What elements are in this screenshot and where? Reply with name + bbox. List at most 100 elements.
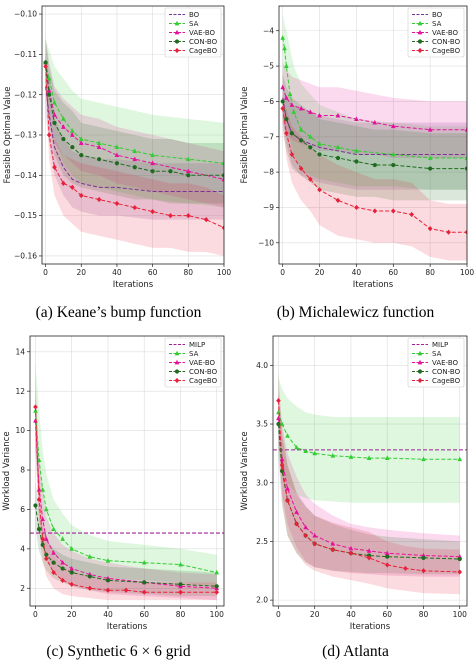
atlanta-legend-entry-milp: MILP bbox=[412, 341, 448, 349]
keane-legend-marker-cagebo bbox=[174, 47, 180, 54]
keane-point-vae-bo-2 bbox=[52, 112, 57, 117]
keane-point-vae-bo-10 bbox=[186, 168, 191, 174]
atlanta-ytick-label-2: 3.0 bbox=[256, 478, 268, 487]
keane-line-sa bbox=[45, 62, 224, 164]
synthetic-point-sa-5 bbox=[60, 536, 65, 541]
michalewicz-point-con-bo-4 bbox=[308, 145, 313, 150]
michalewicz-ytick-label-0: −4 bbox=[263, 26, 274, 35]
michalewicz-point-vae-bo-4 bbox=[308, 109, 313, 114]
keane-point-sa-1 bbox=[46, 75, 52, 81]
atlanta-point-cagebo-12 bbox=[457, 569, 463, 575]
synthetic-point-con-bo-10 bbox=[178, 582, 183, 587]
atlanta-legend-box bbox=[407, 337, 465, 388]
atlanta-series-sa bbox=[276, 409, 463, 462]
synthetic-point-con-bo-5 bbox=[60, 566, 65, 571]
michalewicz-legend-label-cagebo: CageBO bbox=[432, 47, 461, 55]
atlanta-point-con-bo-11 bbox=[457, 556, 462, 562]
michalewicz-point-sa-7 bbox=[317, 141, 322, 146]
michalewicz-point-cagebo-13 bbox=[464, 229, 467, 235]
michalewicz-point-con-bo-10 bbox=[428, 166, 433, 171]
michalewicz-point-con-bo-3 bbox=[299, 138, 304, 143]
synthetic-point-con-bo-0 bbox=[33, 503, 38, 508]
synthetic-legend-label-vae-bo: VAE-BO bbox=[189, 359, 216, 367]
synthetic-line-sa bbox=[34, 410, 217, 573]
synthetic-point-vae-bo-5 bbox=[60, 559, 65, 565]
keane-point-cagebo-6 bbox=[96, 196, 102, 203]
caption-keane-bump: (a) Keane’s bump function bbox=[35, 304, 202, 321]
michalewicz-series-vae-bo bbox=[280, 84, 467, 132]
michalewicz-xtick-label-80: 80 bbox=[425, 268, 435, 277]
michalewicz-point-con-bo-1 bbox=[284, 116, 289, 122]
synthetic-legend-label-cagebo: CageBO bbox=[189, 377, 218, 385]
keane-point-sa-2 bbox=[52, 100, 57, 105]
keane-series-cagebo bbox=[43, 63, 224, 231]
michalewicz-point-cagebo-11 bbox=[427, 226, 433, 232]
michalewicz-line-con-bo bbox=[282, 101, 467, 170]
keane-point-con-bo-9 bbox=[150, 169, 155, 174]
keane-point-cagebo-1 bbox=[46, 132, 52, 138]
atlanta-legend-marker-vae-bo bbox=[417, 359, 423, 365]
synthetic-point-con-bo-11 bbox=[214, 584, 219, 589]
synthetic-point-cagebo-2 bbox=[40, 536, 45, 542]
synthetic-ytick-label-1: 4 bbox=[20, 544, 25, 553]
michalewicz-legend-box bbox=[407, 7, 465, 58]
atlanta-point-sa-6 bbox=[330, 453, 336, 458]
michalewicz-legend-marker-sa bbox=[417, 20, 423, 26]
keane-point-vae-bo-5 bbox=[78, 140, 84, 145]
atlanta-legend-label-cagebo: CageBO bbox=[432, 377, 461, 385]
michalewicz-point-vae-bo-3 bbox=[298, 105, 304, 111]
atlanta-legend-marker-cagebo bbox=[417, 377, 423, 384]
michalewicz-point-cagebo-9 bbox=[390, 208, 396, 214]
keane-point-sa-6 bbox=[96, 140, 102, 145]
keane-legend-marker-con-bo bbox=[174, 39, 180, 44]
keane-ytick-label-6: −0.16 bbox=[14, 252, 37, 261]
keane-legend-label-con-bo: CON-BO bbox=[189, 38, 218, 46]
michalewicz-legend-entry-vae-bo: VAE-BO bbox=[412, 29, 459, 37]
keane-xtick-label-20: 20 bbox=[76, 268, 86, 277]
keane-point-cagebo-11 bbox=[186, 213, 191, 219]
synthetic-point-cagebo-8 bbox=[105, 587, 111, 593]
synthetic-point-cagebo-6 bbox=[69, 581, 75, 587]
michalewicz-ytick-label-4: −8 bbox=[263, 168, 274, 177]
michalewicz-point-vae-bo-5 bbox=[317, 112, 322, 118]
synthetic-point-sa-3 bbox=[44, 506, 49, 512]
michalewicz-point-vae-bo-10 bbox=[427, 126, 433, 132]
synthetic-point-vae-bo-3 bbox=[44, 536, 49, 541]
synthetic-ytick-label-0: 2 bbox=[20, 584, 25, 593]
synthetic-legend-entry-vae-bo: VAE-BO bbox=[169, 359, 216, 367]
michalewicz-point-vae-bo-0 bbox=[280, 84, 285, 90]
michalewicz-xtick-label-60: 60 bbox=[389, 268, 399, 277]
michalewicz-line-cagebo bbox=[282, 108, 467, 233]
atlanta-point-sa-4 bbox=[303, 448, 308, 453]
keane-band-sa bbox=[45, 38, 224, 208]
keane-ytick-label-3: −0.13 bbox=[14, 131, 37, 140]
atlanta-legend-entry-sa: SA bbox=[412, 350, 442, 358]
michalewicz-legend-marker-cagebo bbox=[417, 47, 423, 54]
keane-point-con-bo-3 bbox=[61, 136, 66, 142]
keane-point-sa-4 bbox=[70, 128, 75, 133]
synthetic-point-con-bo-9 bbox=[142, 580, 147, 585]
atlanta-point-con-bo-10 bbox=[421, 555, 426, 560]
synthetic-point-vae-bo-6 bbox=[69, 565, 75, 571]
keane-point-con-bo-10 bbox=[168, 169, 173, 174]
keane-point-sa-7 bbox=[114, 144, 120, 149]
atlanta-point-sa-5 bbox=[312, 450, 318, 456]
michalewicz-legend-marker-vae-bo bbox=[417, 29, 423, 35]
synthetic-point-vae-bo-2 bbox=[40, 516, 45, 522]
keane-point-vae-bo-4 bbox=[70, 132, 75, 137]
michalewicz-legend-entry-cagebo: CageBO bbox=[412, 47, 461, 55]
caption-atlanta: (d) Atlanta bbox=[322, 643, 389, 660]
michalewicz-ytick-label-5: −9 bbox=[263, 203, 274, 212]
synthetic-xtick-label-80: 80 bbox=[176, 610, 186, 619]
atlanta-band-vae-bo bbox=[278, 388, 460, 577]
synthetic-point-con-bo-4 bbox=[51, 560, 56, 565]
keane-xtick-label-40: 40 bbox=[112, 268, 122, 277]
keane-point-con-bo-7 bbox=[114, 161, 120, 166]
michalewicz-band-cagebo bbox=[282, 94, 467, 261]
atlanta-point-vae-bo-9 bbox=[384, 550, 390, 556]
keane-band-vae-bo bbox=[45, 38, 224, 208]
synthetic-point-cagebo-12 bbox=[214, 589, 220, 595]
